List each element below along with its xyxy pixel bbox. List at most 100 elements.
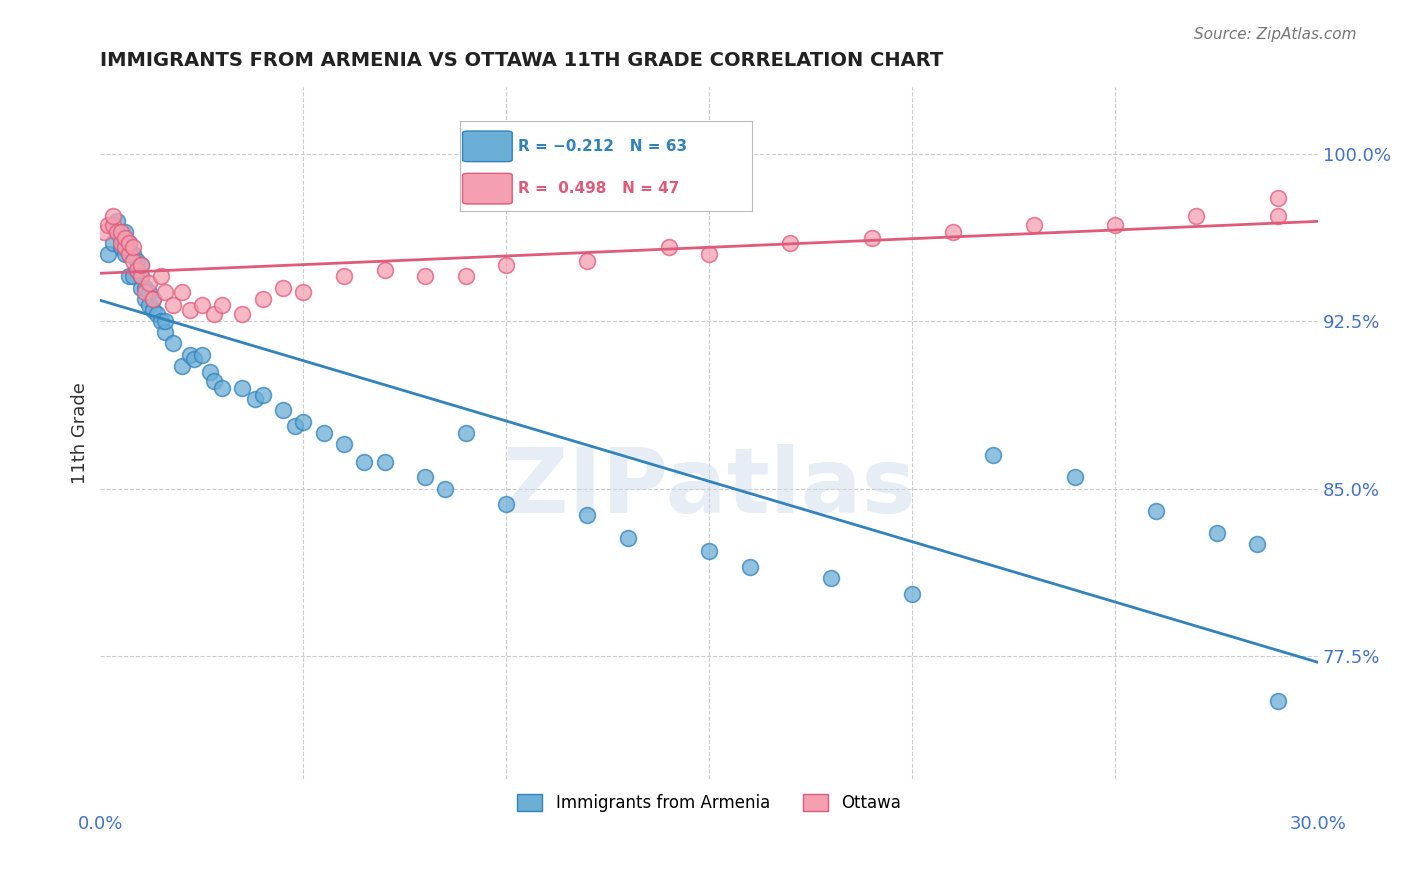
Point (576, 508, 599, 523)
Point (129, 269, 152, 284)
Point (860, 231, 883, 245)
Point (129, 258, 152, 272)
Point (118, 235, 141, 250)
Text: 0.0%: 0.0% (77, 814, 124, 833)
Text: IMMIGRANTS FROM ARMENIA VS OTTAWA 11TH GRADE CORRELATION CHART: IMMIGRANTS FROM ARMENIA VS OTTAWA 11TH G… (100, 51, 943, 70)
Y-axis label: 11th Grade: 11th Grade (72, 382, 89, 483)
Point (134, 285, 156, 299)
Point (252, 388, 274, 402)
Point (495, 258, 517, 272)
Point (101, 235, 124, 250)
Point (1022, 218, 1045, 232)
Point (105, 225, 128, 239)
Legend: Immigrants from Armenia, Ottawa: Immigrants from Armenia, Ottawa (510, 788, 908, 819)
Point (211, 298, 233, 312)
Point (292, 285, 315, 299)
Point (617, 531, 640, 545)
Point (97, 247, 120, 261)
Point (211, 381, 233, 395)
Point (1246, 537, 1268, 551)
Point (105, 225, 128, 239)
Point (697, 247, 720, 261)
Point (155, 285, 177, 299)
Point (129, 280, 152, 294)
Point (454, 425, 477, 440)
Point (183, 351, 205, 366)
Point (292, 415, 315, 429)
Point (231, 307, 253, 321)
Point (271, 280, 294, 294)
Point (125, 262, 148, 277)
Point (121, 269, 143, 284)
Point (983, 448, 1005, 462)
Point (170, 359, 193, 373)
Point (155, 325, 177, 339)
Point (150, 314, 173, 328)
Point (353, 455, 375, 469)
Point (121, 253, 143, 268)
Point (1104, 218, 1126, 232)
Point (202, 375, 225, 389)
Point (252, 292, 274, 306)
Point (93, 225, 115, 239)
Point (146, 307, 169, 321)
Point (658, 240, 681, 254)
Point (1144, 504, 1167, 518)
Point (129, 269, 152, 284)
Point (142, 292, 165, 306)
Point (114, 225, 136, 239)
Point (284, 419, 307, 434)
Point (1267, 209, 1289, 223)
Point (1185, 209, 1208, 223)
Point (97, 218, 120, 232)
Point (118, 247, 141, 261)
Point (114, 231, 136, 245)
Point (576, 253, 599, 268)
Point (155, 314, 177, 328)
Point (1205, 526, 1227, 541)
Point (114, 247, 136, 261)
Point (129, 258, 152, 272)
Point (413, 269, 436, 284)
Point (101, 218, 124, 232)
Point (114, 240, 136, 254)
Point (121, 240, 143, 254)
Point (231, 381, 253, 395)
Point (134, 292, 156, 306)
Point (105, 213, 128, 227)
Point (179, 302, 201, 317)
Point (101, 209, 124, 223)
Point (179, 347, 201, 361)
Point (170, 285, 193, 299)
Point (138, 298, 160, 312)
Point (373, 262, 395, 277)
Point (162, 298, 184, 312)
Point (413, 470, 436, 484)
Point (134, 280, 156, 294)
Point (243, 392, 266, 407)
Point (142, 292, 165, 306)
Text: ZIPatlas: ZIPatlas (503, 444, 915, 533)
Point (110, 225, 132, 239)
Point (118, 269, 141, 284)
Point (271, 403, 294, 417)
Point (942, 225, 965, 239)
Point (779, 235, 801, 250)
Point (333, 269, 356, 284)
Point (495, 497, 517, 511)
Point (191, 347, 214, 361)
Point (373, 455, 395, 469)
Point (820, 571, 842, 585)
Point (434, 482, 457, 496)
Point (697, 544, 720, 558)
Point (125, 253, 148, 268)
Point (118, 235, 141, 250)
Point (1267, 191, 1289, 205)
Point (312, 425, 335, 440)
Point (202, 307, 225, 321)
Point (738, 559, 761, 574)
Point (125, 262, 148, 277)
Point (454, 269, 477, 284)
Point (150, 269, 173, 284)
Point (191, 298, 214, 312)
